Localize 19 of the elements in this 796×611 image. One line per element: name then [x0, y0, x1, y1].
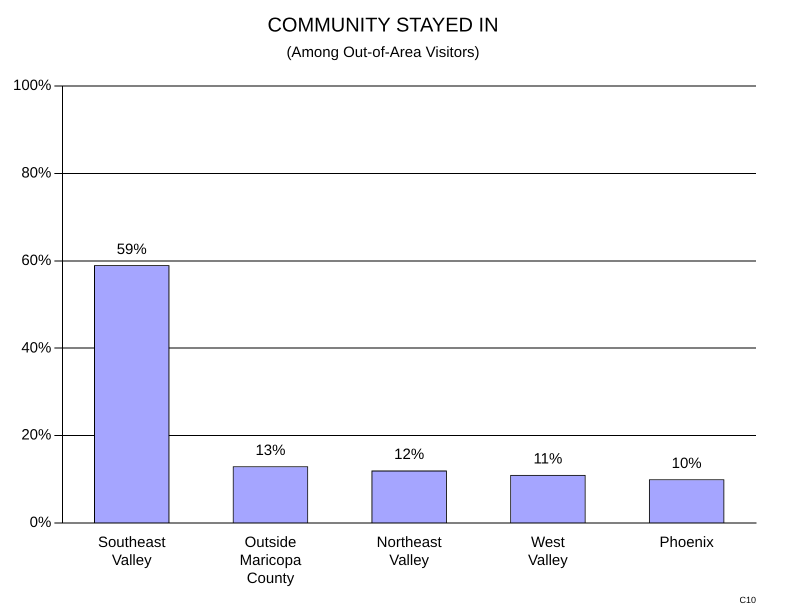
x-tick-label: Phoenix	[660, 534, 714, 552]
chart-title: COMMUNITY STAYED IN	[267, 14, 499, 37]
y-tick-label: 100%	[12, 77, 52, 94]
data-label: 12%	[394, 446, 424, 464]
y-tick-label: 0%	[30, 514, 52, 532]
y-tick-label: 40%	[21, 339, 52, 356]
y-tick-label: 20%	[21, 426, 52, 444]
data-label: 10%	[672, 454, 702, 472]
data-label: 59%	[116, 240, 147, 258]
x-tick-label: Southeast Valley	[98, 534, 166, 570]
x-tick-label: Outside Maricopa County	[240, 534, 302, 588]
y-tick-label: 60%	[21, 252, 52, 269]
x-tick-label: Northeast Valley	[376, 534, 443, 570]
chart-subtitle: (Among Out-of-Area Visitors)	[286, 44, 480, 62]
y-tick-label: 80%	[21, 164, 52, 182]
text: C10	[739, 595, 756, 605]
x-tick-label: West Valley	[528, 534, 568, 570]
data-label: 11%	[533, 450, 562, 468]
data-label: 13%	[255, 442, 286, 459]
